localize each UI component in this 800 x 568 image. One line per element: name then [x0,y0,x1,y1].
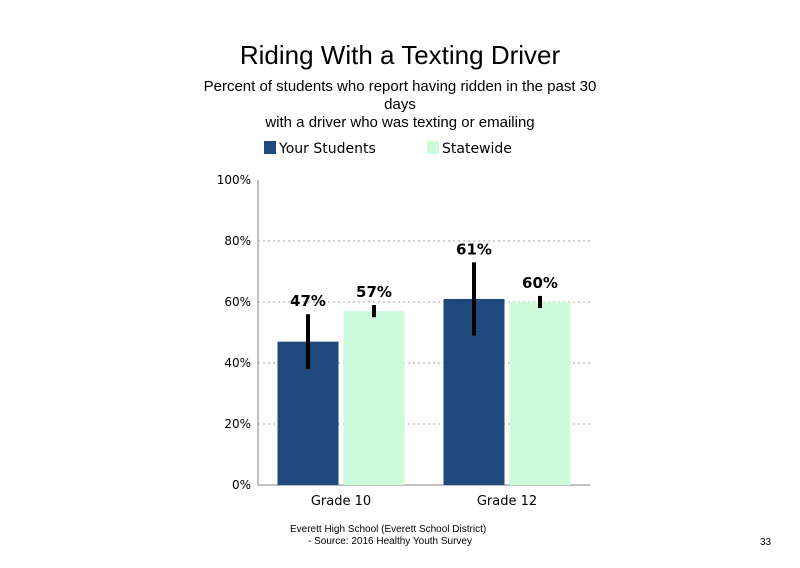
y-tick-label: 40% [224,356,251,370]
data-label: 60% [522,274,558,292]
subtitle-line: with a driver who was texting or emailin… [265,114,535,131]
footer-line: - Source: 2016 Healthy Youth Survey [308,536,472,547]
data-label: 61% [456,240,492,258]
chart-subtitle: Percent of students who report having ri… [170,78,630,132]
y-tick-label: 20% [224,417,251,431]
legend-label: Your Students [278,141,376,157]
bar [509,302,571,485]
legend-swatch [427,141,439,154]
y-tick-label: 0% [232,478,251,492]
legend-label: Statewide [442,141,512,157]
legend-swatch [264,141,276,154]
x-tick-label: Grade 10 [311,494,371,509]
x-tick-label: Grade 12 [477,494,537,509]
source-footer: Everett High School (Everett School Dist… [290,524,486,548]
bar [343,311,405,485]
page-number: 33 [760,537,772,548]
subtitle-line: Percent of students who report having ri… [203,78,597,95]
footer-line: Everett High School (Everett School Dist… [290,524,487,535]
y-tick-label: 100% [217,173,251,187]
y-tick-label: 80% [224,234,251,248]
y-tick-label: 60% [224,295,251,309]
data-label: 47% [290,292,326,310]
chart-title: Riding With a Texting Driver [239,40,561,70]
subtitle-line: days [384,96,416,113]
data-label: 57% [356,283,392,301]
